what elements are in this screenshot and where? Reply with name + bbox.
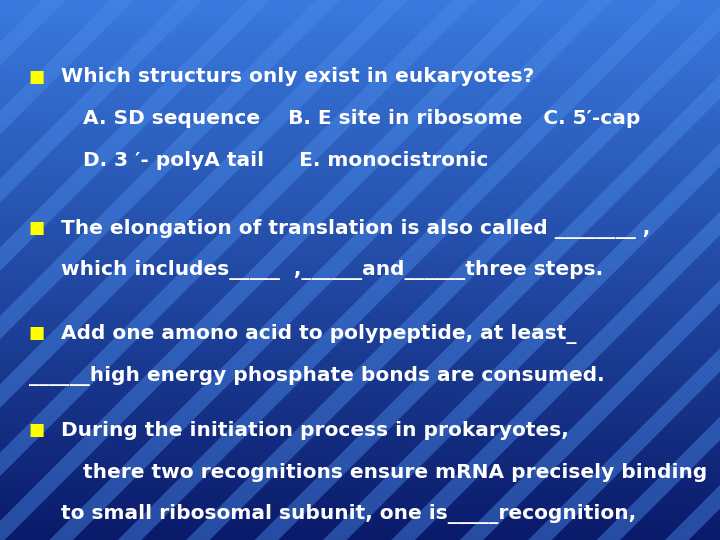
- Text: During the initiation process in prokaryotes,: During the initiation process in prokary…: [61, 421, 569, 440]
- Text: ■: ■: [29, 421, 45, 439]
- Text: A. SD sequence    B. E site in ribosome   C. 5′-cap: A. SD sequence B. E site in ribosome C. …: [83, 109, 640, 128]
- Text: The elongation of translation is also called ________ ,: The elongation of translation is also ca…: [61, 219, 650, 239]
- Text: D. 3 ′- polyA tail     E. monocistronic: D. 3 ′- polyA tail E. monocistronic: [83, 151, 488, 170]
- Text: Which structurs only exist in eukaryotes?: Which structurs only exist in eukaryotes…: [61, 68, 534, 86]
- Text: ______high energy phosphate bonds are consumed.: ______high energy phosphate bonds are co…: [29, 366, 604, 386]
- Text: which includes_____  ,______and______three steps.: which includes_____ ,______and______thre…: [61, 260, 603, 280]
- Text: ■: ■: [29, 68, 45, 85]
- Text: to small ribosomal subunit, one is_____recognition,: to small ribosomal subunit, one is_____r…: [61, 504, 636, 524]
- Text: ■: ■: [29, 324, 45, 342]
- Text: Add one amono acid to polypeptide, at least_: Add one amono acid to polypeptide, at le…: [61, 324, 577, 344]
- Text: there two recognitions ensure mRNA precisely binding: there two recognitions ensure mRNA preci…: [83, 463, 707, 482]
- Text: ■: ■: [29, 219, 45, 237]
